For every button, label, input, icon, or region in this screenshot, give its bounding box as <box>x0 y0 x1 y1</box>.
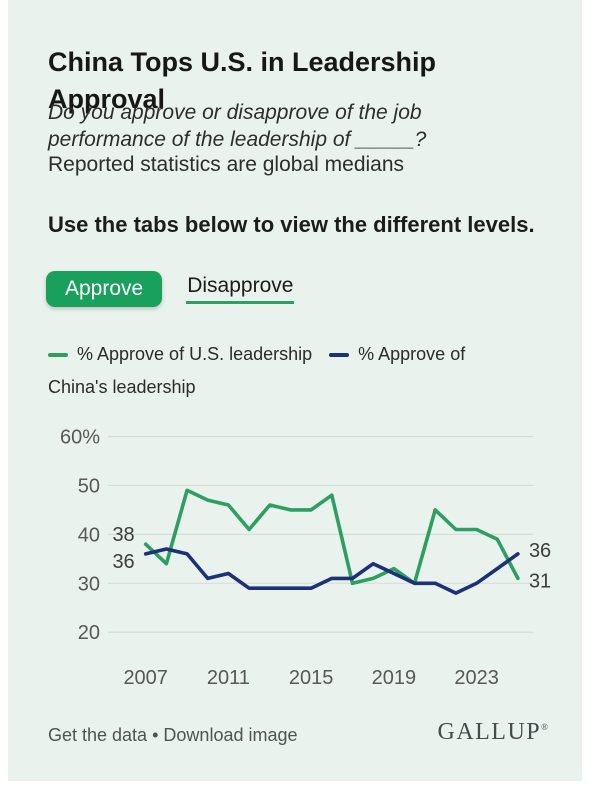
tab-approve[interactable]: Approve <box>46 271 163 307</box>
legend-label-china: % Approve of <box>358 344 466 364</box>
gallup-wordmark: GALLUP <box>437 719 542 745</box>
x-tick-label: 2023 <box>454 667 499 689</box>
y-tick-label: 60% <box>60 427 100 449</box>
y-tick-label: 20 <box>78 622 100 644</box>
y-tick-label: 30 <box>78 573 100 595</box>
survey-note: Reported statistics are global medians <box>48 153 405 176</box>
us-line-swatch-icon <box>48 352 68 357</box>
x-tick-label: 2007 <box>123 667 168 689</box>
x-tick-label: 2011 <box>207 667 250 689</box>
y-tick-label: 50 <box>78 475 100 497</box>
trend-chart: 60% 50 40 30 20 2007 2011 2015 2019 2023 38 36 36 31 <box>60 427 551 689</box>
data-label: 36 <box>112 551 134 573</box>
data-label: 36 <box>529 540 551 562</box>
data-label: 38 <box>112 524 134 546</box>
chart-legend: % Approve of U.S. leadership % Approve o… <box>48 344 465 365</box>
link-separator: • <box>152 725 159 745</box>
legend-label-china-wrap: China's leadership <box>48 377 196 397</box>
x-tick-label: 2019 <box>372 667 417 689</box>
tabs-instruction: Use the tabs below to view the different… <box>48 212 535 237</box>
legend-item-china: % Approve of <box>329 344 465 365</box>
get-data-link[interactable]: Get the data <box>48 725 148 745</box>
china-line-swatch-icon <box>329 352 350 357</box>
download-image-link[interactable]: Download image <box>163 725 298 745</box>
tab-disapprove[interactable]: Disapprove <box>186 274 295 304</box>
footer-links: Get the data • Download image <box>48 725 298 746</box>
data-label: 31 <box>529 570 551 592</box>
tab-bar: Approve Disapprove <box>46 271 295 307</box>
chart-card: China Tops U.S. in Leadership Approval D… <box>8 0 582 781</box>
legend-item-us: % Approve of U.S. leadership <box>48 344 312 365</box>
china-approval-line <box>143 547 520 595</box>
page-title: China Tops U.S. in Leadership Approval <box>48 47 437 115</box>
x-tick-label: 2015 <box>289 667 334 689</box>
legend-label-us: % Approve of U.S. leadership <box>77 344 313 364</box>
registered-mark-icon: ® <box>541 722 548 732</box>
survey-question: Do you approve or disapprove of the job … <box>48 101 427 151</box>
gallup-logo: GALLUP® <box>437 719 548 746</box>
y-tick-label: 40 <box>78 524 100 546</box>
us-approval-line <box>143 488 520 586</box>
